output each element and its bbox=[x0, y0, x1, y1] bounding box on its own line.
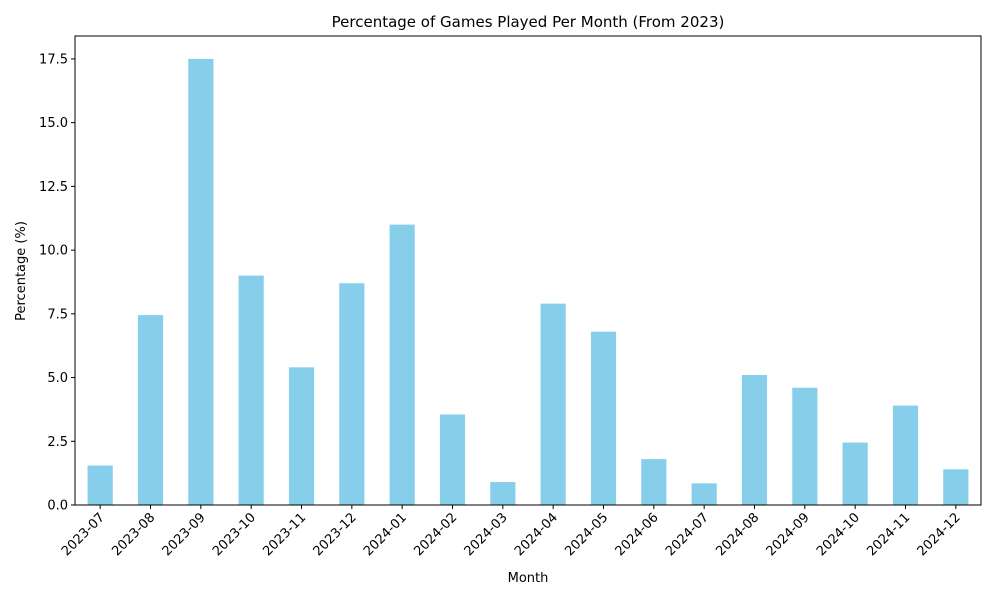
x-tick-label: 2024-11 bbox=[864, 510, 913, 559]
chart-title: Percentage of Games Played Per Month (Fr… bbox=[332, 13, 725, 31]
x-tick-label: 2024-05 bbox=[562, 510, 611, 559]
x-tick-label: 2023-12 bbox=[311, 510, 360, 559]
y-tick-label: 12.5 bbox=[39, 180, 68, 195]
bar-2024-08 bbox=[741, 375, 768, 505]
x-tick-label: 2023-07 bbox=[59, 510, 108, 559]
bar-2023-09 bbox=[188, 58, 214, 505]
x-tick-label: 2024-03 bbox=[462, 510, 511, 559]
x-tick-label: 2024-10 bbox=[814, 510, 863, 559]
x-tick-label: 2024-07 bbox=[663, 510, 712, 559]
bar-2024-03 bbox=[490, 482, 516, 505]
bar-2024-10 bbox=[842, 442, 868, 505]
bar-2024-02 bbox=[439, 414, 466, 505]
x-tick-label: 2024-08 bbox=[713, 510, 762, 559]
x-tick-label: 2024-12 bbox=[915, 510, 964, 559]
bar-2024-09 bbox=[792, 387, 818, 505]
y-tick-label: 0.0 bbox=[47, 499, 68, 514]
y-axis-title: Percentage (%) bbox=[14, 221, 29, 321]
x-axis: 2023-07 2023-08 2023-09 2023-10 2023-11 2023-… bbox=[59, 505, 964, 559]
x-tick-label: 2023-09 bbox=[160, 510, 209, 559]
plot-frame bbox=[74, 35, 982, 506]
y-axis: 0.0 2.5 5.0 7.5 10.0 12.5 15.0 17.5 bbox=[39, 52, 75, 514]
y-tick-label: 7.5 bbox=[47, 307, 68, 322]
bar-2024-05 bbox=[590, 331, 617, 505]
bar-2024-11 bbox=[892, 405, 919, 505]
x-tick-label: 2023-11 bbox=[260, 510, 309, 559]
bar-2024-04 bbox=[540, 303, 566, 505]
y-tick-label: 2.5 bbox=[47, 435, 68, 450]
bar-2023-10 bbox=[238, 275, 264, 505]
x-tick-label: 2024-01 bbox=[361, 510, 410, 559]
x-tick-label: 2023-08 bbox=[109, 510, 158, 559]
x-tick-label: 2024-06 bbox=[613, 510, 662, 559]
y-tick-label: 10.0 bbox=[39, 244, 68, 259]
x-tick-label: 2023-10 bbox=[210, 510, 259, 559]
x-tick-label: 2024-04 bbox=[512, 510, 561, 559]
bar-2023-07 bbox=[87, 465, 113, 505]
y-tick-label: 15.0 bbox=[39, 116, 68, 131]
bar-2024-01 bbox=[389, 224, 415, 505]
y-tick-label: 5.0 bbox=[47, 371, 68, 386]
y-tick-label: 17.5 bbox=[39, 52, 68, 67]
x-tick-label: 2024-02 bbox=[411, 510, 460, 559]
bar-2023-12 bbox=[339, 283, 365, 505]
x-axis-title: Month bbox=[508, 571, 549, 586]
bar-2023-08 bbox=[137, 315, 164, 505]
bar-2024-06 bbox=[641, 459, 667, 505]
bar-2024-12 bbox=[943, 469, 969, 505]
bar-2024-07 bbox=[691, 483, 717, 505]
bars-group bbox=[87, 58, 969, 505]
bar-2023-11 bbox=[288, 367, 315, 505]
x-tick-label: 2024-09 bbox=[764, 510, 813, 559]
